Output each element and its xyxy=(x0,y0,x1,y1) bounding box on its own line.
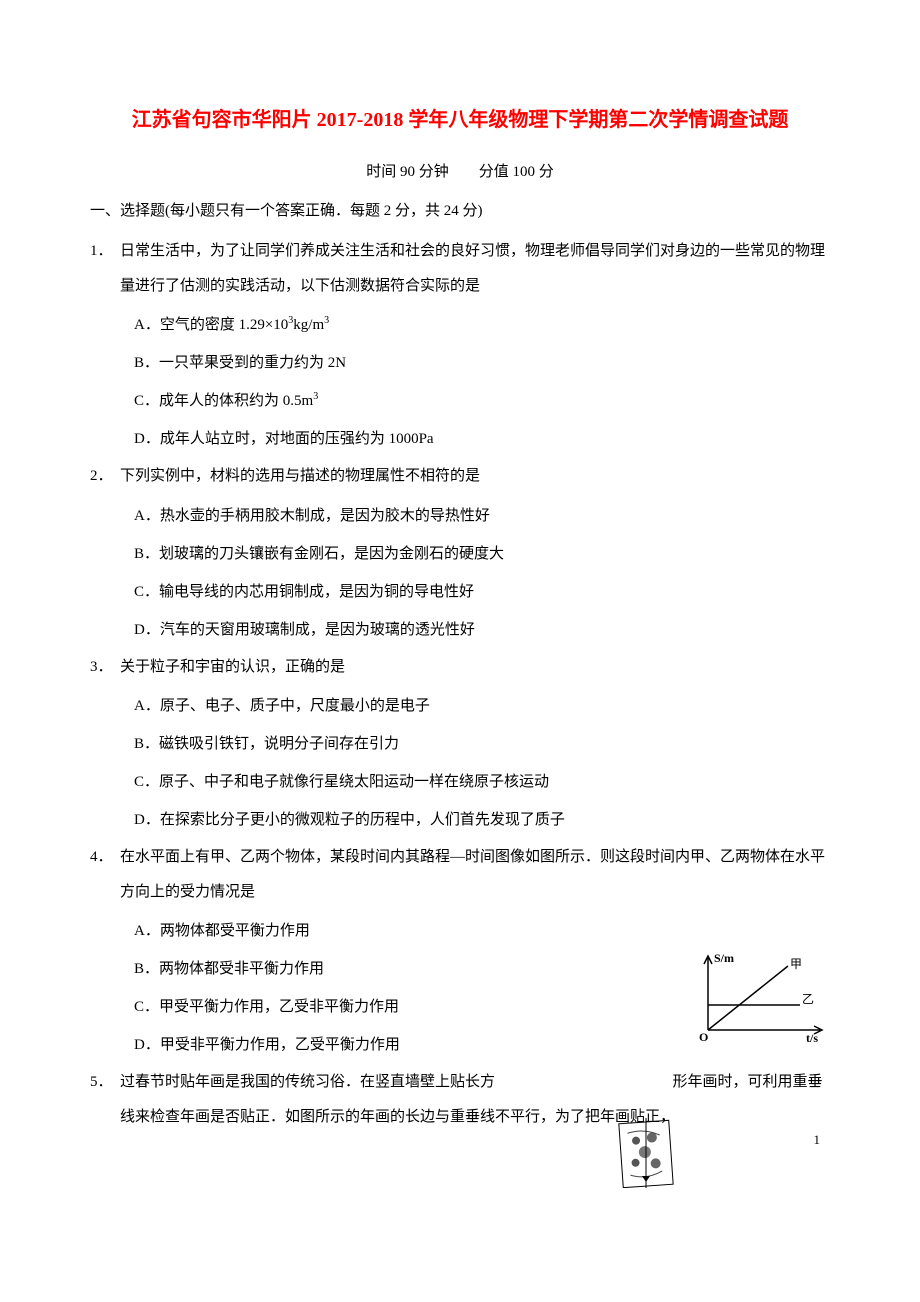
q2-number: 2． xyxy=(90,459,120,494)
question-4: 4． 在水平面上有甲、乙两个物体，某段时间内其路程—时间图像如图所示．则这段时间… xyxy=(90,840,830,909)
q3-options: A．原子、电子、质子中，尺度最小的是电子 B．磁铁吸引铁钉，说明分子间存在引力 … xyxy=(90,688,830,838)
q2-option-c: C．输电导线的内芯用铜制成，是因为铜的导电性好 xyxy=(134,574,830,610)
q3-stem: 关于粒子和宇宙的认识，正确的是 xyxy=(120,650,830,685)
page-container: 江苏省句容市华阳片 2017-2018 学年八年级物理下学期第二次学情调查试题 … xyxy=(0,0,920,1178)
question-2: 2． 下列实例中，材料的选用与描述的物理属性不相符的是 xyxy=(90,459,830,494)
question-5: 5． 过春节时贴年画是我国的传统习俗．在竖直墙壁上贴长方 形年画时，可利用重垂线… xyxy=(90,1065,830,1134)
q3-option-c: C．原子、中子和电子就像行星绕太阳运动一样在绕原子核运动 xyxy=(134,764,830,800)
document-title: 江苏省句容市华阳片 2017-2018 学年八年级物理下学期第二次学情调查试题 xyxy=(90,100,830,140)
line-yi-label: 乙 xyxy=(802,992,814,1006)
q5-stem: 过春节时贴年画是我国的传统习俗．在竖直墙壁上贴长方 形年画时，可利用重垂线来检查… xyxy=(120,1065,830,1134)
question-4-container: 4． 在水平面上有甲、乙两个物体，某段时间内其路程—时间图像如图所示．则这段时间… xyxy=(90,840,830,1063)
q5-number: 5． xyxy=(90,1065,120,1134)
q1-options: A．空气的密度 1.29×103kg/m3 B．一只苹果受到的重力约为 2N C… xyxy=(90,307,830,457)
q3-option-b: B．磁铁吸引铁钉，说明分子间存在引力 xyxy=(134,726,830,762)
q2-option-a: A．热水壶的手柄用胶木制成，是因为胶木的导热性好 xyxy=(134,498,830,534)
page-number: 1 xyxy=(814,1132,821,1148)
q2-option-d: D．汽车的天窗用玻璃制成，是因为玻璃的透光性好 xyxy=(134,612,830,648)
line-jia-label: 甲 xyxy=(790,957,802,971)
q2-option-b: B．划玻璃的刀头镶嵌有金刚石，是因为金刚石的硬度大 xyxy=(134,536,830,572)
q1-option-a-sup2: 3 xyxy=(324,315,329,326)
nianhua-figure xyxy=(615,1118,680,1188)
q1-option-a: A．空气的密度 1.29×103kg/m3 xyxy=(134,307,830,343)
question-1: 1． 日常生活中，为了让同学们养成关注生活和社会的良好习惯，物理老师倡导同学们对… xyxy=(90,234,830,303)
x-axis-label: t/s xyxy=(806,1031,818,1045)
plumb-bob-icon xyxy=(642,1176,650,1182)
q3-number: 3． xyxy=(90,650,120,685)
q1-option-c-pre: C．成年人的体积约为 0.5m xyxy=(134,393,313,409)
q5-stem-part-a: 过春节时贴年画是我国的传统习俗．在竖直墙壁上贴长方 xyxy=(120,1074,495,1090)
q1-option-c-sup: 3 xyxy=(313,391,318,402)
q1-option-a-mid: kg/m xyxy=(293,317,324,333)
line-jia xyxy=(708,966,788,1030)
q1-option-a-pre: A．空气的密度 1.29×10 xyxy=(134,317,288,333)
q1-option-c: C．成年人的体积约为 0.5m3 xyxy=(134,383,830,419)
q4-option-a: A．两物体都受平衡力作用 xyxy=(134,913,830,949)
distance-time-chart: S/m t/s O 甲 乙 xyxy=(690,950,830,1045)
question-3: 3． 关于粒子和宇宙的认识，正确的是 xyxy=(90,650,830,685)
q2-stem: 下列实例中，材料的选用与描述的物理属性不相符的是 xyxy=(120,459,830,494)
q1-option-b: B．一只苹果受到的重力约为 2N xyxy=(134,345,830,381)
origin-label: O xyxy=(699,1030,708,1044)
q3-option-a: A．原子、电子、质子中，尺度最小的是电子 xyxy=(134,688,830,724)
q1-option-d: D．成年人站立时，对地面的压强约为 1000Pa xyxy=(134,421,830,457)
q1-number: 1． xyxy=(90,234,120,303)
q4-stem: 在水平面上有甲、乙两个物体，某段时间内其路程—时间图像如图所示．则这段时间内甲、… xyxy=(120,840,830,909)
y-axis-label: S/m xyxy=(714,951,734,965)
q4-number: 4． xyxy=(90,840,120,909)
q1-stem: 日常生活中，为了让同学们养成关注生活和社会的良好习惯，物理老师倡导同学们对身边的… xyxy=(120,234,830,303)
q3-option-d: D．在探索比分子更小的微观粒子的历程中，人们首先发现了质子 xyxy=(134,802,830,838)
painting-pattern xyxy=(627,1130,662,1178)
section-1-header: 一、选择题(每小题只有一个答案正确．每题 2 分，共 24 分) xyxy=(90,199,830,220)
exam-meta: 时间 90 分钟 分值 100 分 xyxy=(90,160,830,181)
q2-options: A．热水壶的手柄用胶木制成，是因为胶木的导热性好 B．划玻璃的刀头镶嵌有金刚石，… xyxy=(90,498,830,648)
nianhua-svg xyxy=(615,1118,680,1188)
